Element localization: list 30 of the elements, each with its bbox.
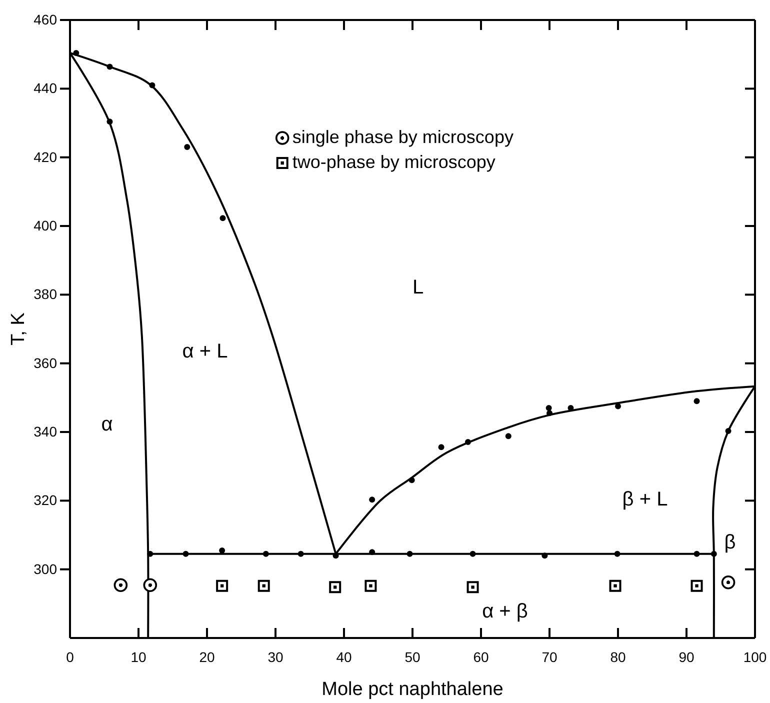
x-tick-label: 30 (268, 648, 284, 665)
y-tick-label: 320 (34, 492, 58, 508)
annotation: α (101, 413, 113, 436)
y-tick-label: 420 (34, 148, 58, 165)
x-tick-label: 80 (610, 648, 626, 665)
x-tick-label: 90 (678, 648, 694, 665)
x-axis-title: Mole pct naphthalene (322, 679, 504, 700)
y-tick-label: 380 (34, 286, 58, 302)
annotation: L (412, 276, 424, 298)
y-tick-label: 300 (34, 560, 58, 577)
x-tick-label: 60 (473, 648, 489, 665)
x-tick-label: 50 (404, 648, 420, 665)
legend-label: two-phase by microscopy (292, 152, 496, 172)
annotation: α + L (182, 340, 228, 362)
x-tick-label: 10 (130, 648, 146, 665)
x-tick-label: 100 (743, 648, 767, 665)
legend-label: single phase by microscopy (292, 126, 514, 147)
annotation: α + β (482, 600, 528, 622)
x-tick-label: 40 (336, 648, 352, 665)
y-tick-label: 400 (34, 217, 58, 234)
x-tick-label: 0 (66, 648, 74, 665)
y-tick-label: 340 (34, 423, 58, 440)
y-axis-title: T, K (8, 312, 29, 346)
annotation: β (724, 531, 736, 554)
y-tick-label: 440 (34, 80, 58, 96)
y-tick-label: 360 (34, 354, 58, 371)
y-tick-label: 460 (34, 11, 58, 28)
x-tick-label: 20 (199, 648, 215, 665)
annotation: β + L (622, 488, 668, 510)
x-tick-label: 70 (542, 648, 558, 665)
